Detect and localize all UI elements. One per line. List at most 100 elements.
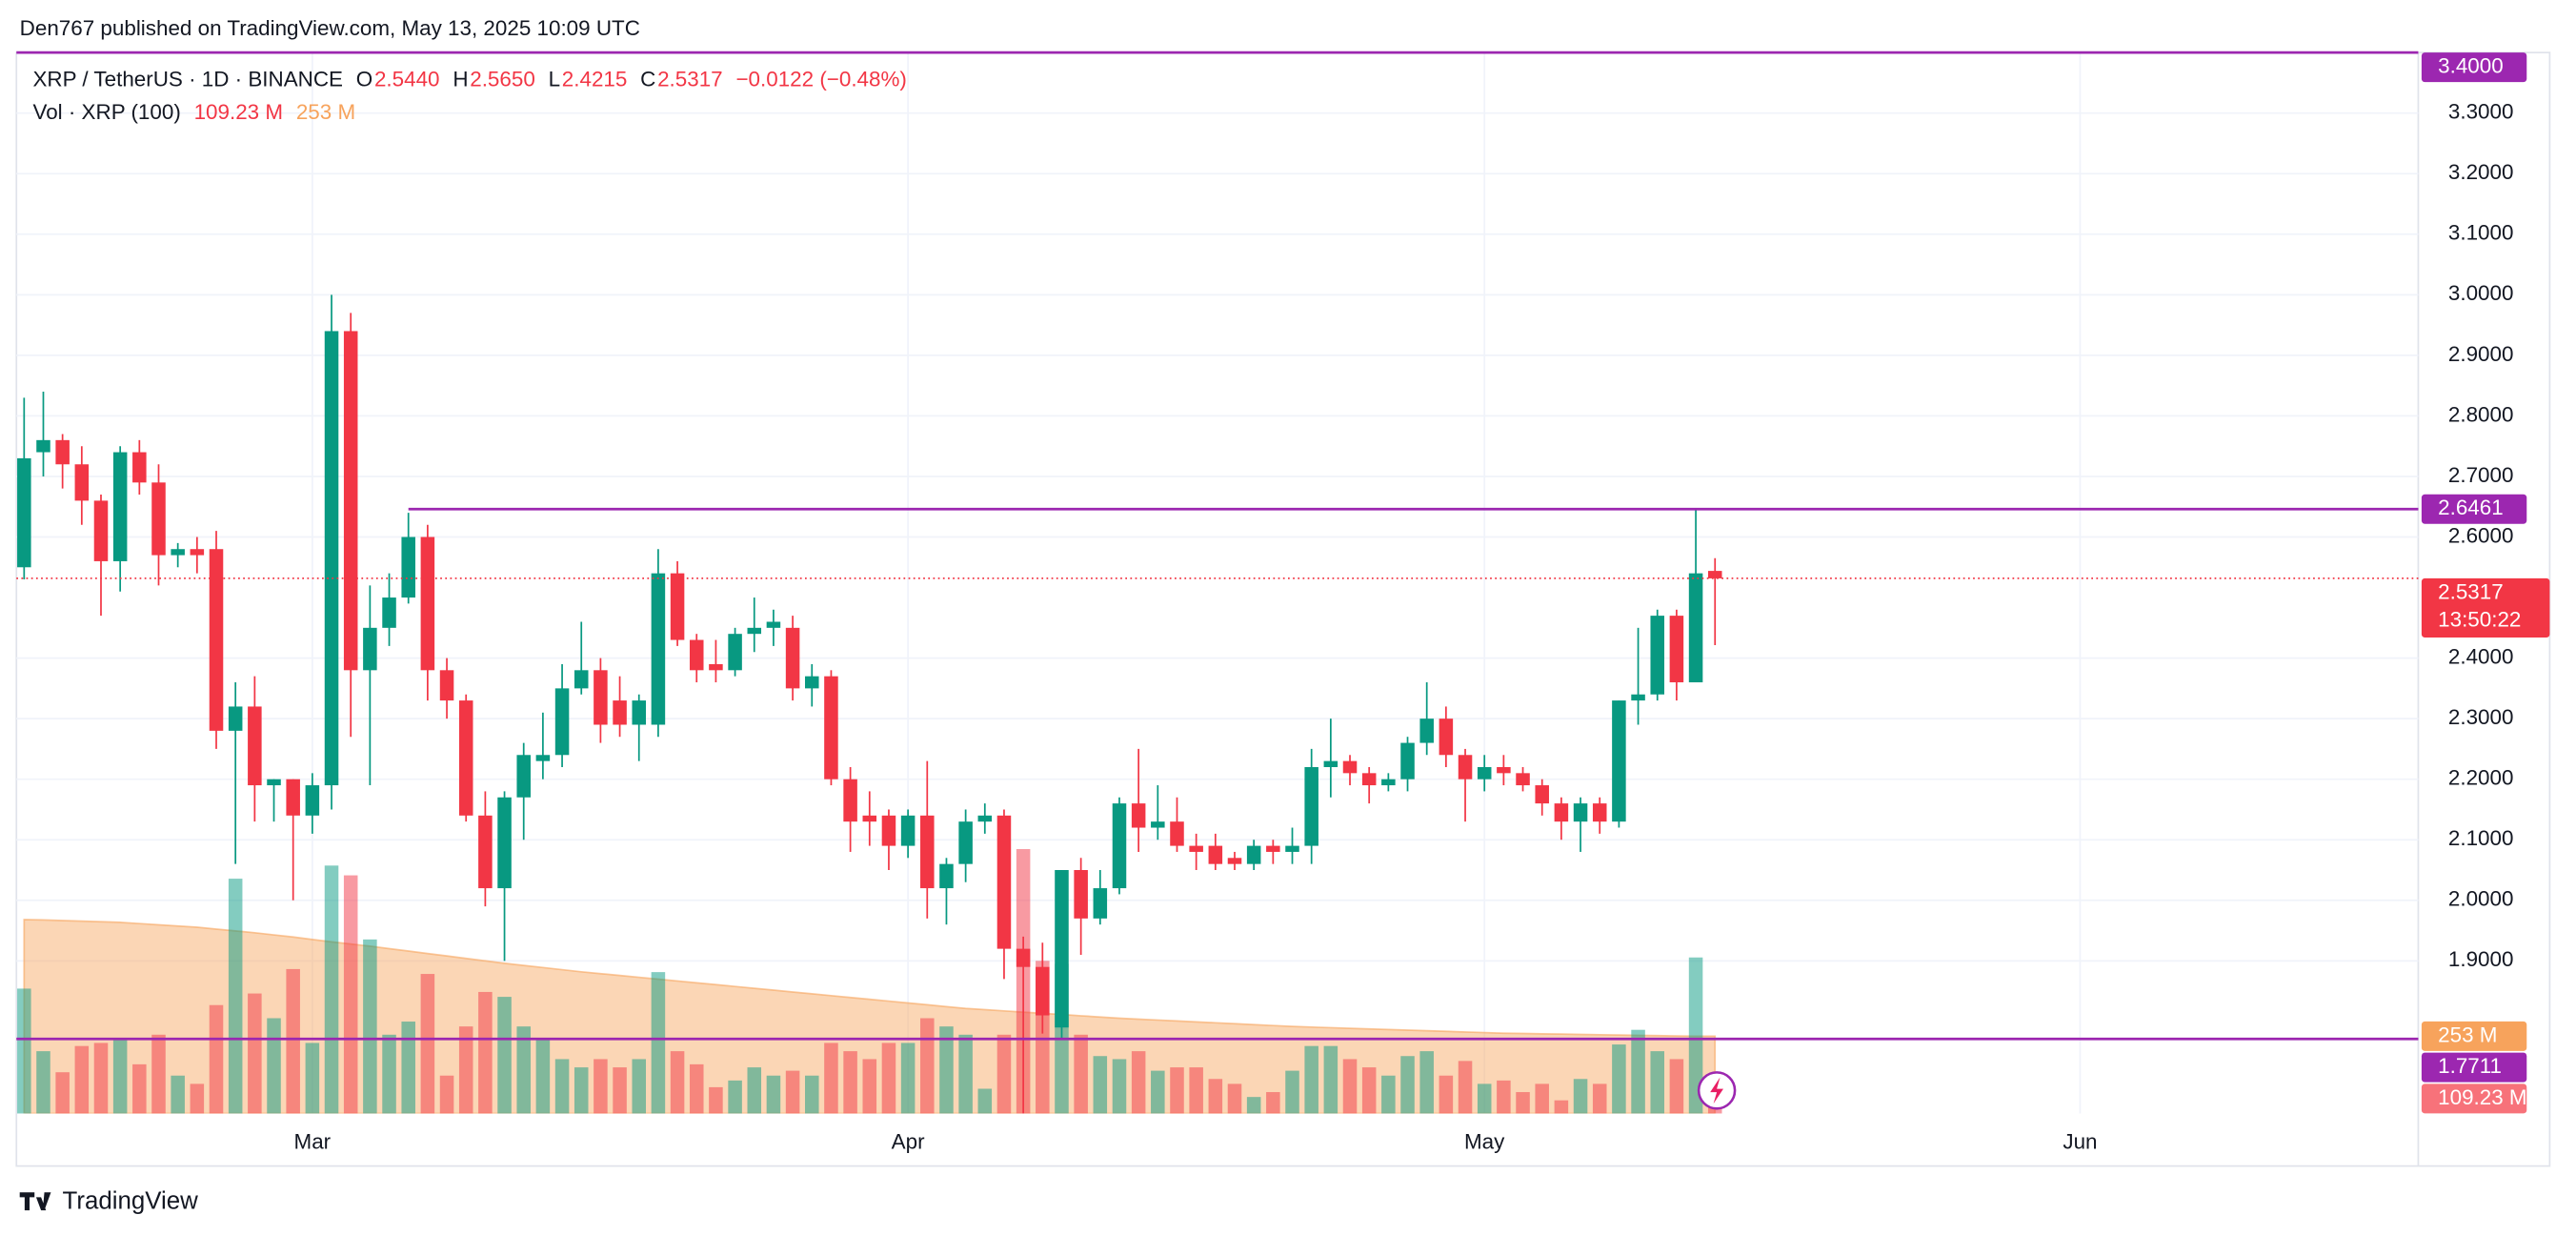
candle-body xyxy=(824,676,838,779)
volume-bar xyxy=(1612,1044,1626,1114)
volume-bar xyxy=(709,1086,723,1114)
candle-body xyxy=(996,815,1012,949)
volume-bar xyxy=(958,1034,973,1114)
candle-body xyxy=(1285,845,1299,852)
x-tick-label: Jun xyxy=(2063,1129,2097,1153)
candle-body xyxy=(1516,773,1530,786)
x-tick-label: Apr xyxy=(892,1129,925,1153)
volume-bar xyxy=(1323,1045,1338,1114)
volume-bar xyxy=(1112,1059,1127,1114)
candle-body xyxy=(1669,616,1684,683)
candle-body xyxy=(209,549,224,731)
candle-body xyxy=(1208,845,1223,864)
overlays: 3.4000 2.6461 2.5317 13:50:22 253 M 1.7711 109… xyxy=(16,51,2550,1114)
legend-ohlc-value: 2.5650 xyxy=(470,67,535,91)
candle-body xyxy=(728,634,742,671)
candle-body xyxy=(267,779,281,786)
replay-icon[interactable] xyxy=(1697,1071,1737,1110)
candle-body xyxy=(286,779,300,816)
volume-bar xyxy=(1516,1092,1530,1114)
y-tick-label: 3.3000 xyxy=(2448,100,2514,124)
candle-body xyxy=(228,706,243,731)
icon-bolt xyxy=(1710,1077,1723,1104)
x-tick-label: Mar xyxy=(294,1129,332,1153)
candle-body xyxy=(900,815,916,846)
y-tick-label: 2.2000 xyxy=(2448,766,2514,790)
volume-bar xyxy=(747,1067,762,1114)
x-tick-label: May xyxy=(1464,1129,1505,1153)
volume-bar xyxy=(17,988,31,1114)
candle-body xyxy=(862,815,877,822)
candle-body xyxy=(401,537,415,598)
candle-body xyxy=(1650,616,1664,695)
volume-bar xyxy=(363,939,377,1114)
y-tick-label: 2.4000 xyxy=(2448,645,2514,669)
volume-bar xyxy=(574,1067,589,1114)
volume-bar xyxy=(305,1043,320,1114)
candle-body xyxy=(1612,700,1626,822)
volume-bar xyxy=(324,865,339,1114)
candle-body xyxy=(939,863,954,889)
volume-bar xyxy=(267,1018,281,1114)
volume-bar xyxy=(1304,1045,1318,1114)
candle-body xyxy=(1170,821,1184,846)
candle-body xyxy=(324,331,339,786)
volume-bar xyxy=(1208,1079,1223,1114)
axis-label: 3.4000 xyxy=(2438,54,2504,78)
candle-body xyxy=(439,670,454,701)
volume-bar xyxy=(920,1018,935,1114)
candle-body xyxy=(1266,845,1280,852)
candle-body xyxy=(1688,573,1703,683)
candle-body xyxy=(1458,755,1473,779)
volume-bar xyxy=(535,1038,551,1114)
volume-bar xyxy=(190,1083,205,1114)
volume-bar xyxy=(824,1043,838,1114)
header: Den767 published on TradingView.com, May… xyxy=(20,16,640,40)
candle-body xyxy=(305,785,320,816)
volume-bar xyxy=(1650,1051,1664,1114)
volume-bar xyxy=(112,1039,128,1114)
axis-label-box xyxy=(2421,1021,2527,1051)
candle-body xyxy=(632,700,647,725)
volume-bar xyxy=(55,1072,70,1114)
volume-bar xyxy=(439,1075,454,1114)
candle-body xyxy=(805,676,819,689)
y-tick-label: 3.1000 xyxy=(2448,221,2514,245)
candle-body xyxy=(1055,870,1069,1028)
candle-body xyxy=(382,597,396,628)
legend-ohlc-value: 2.5440 xyxy=(374,67,440,91)
volume-bar xyxy=(1400,1056,1415,1114)
legend-ohlc-value: 2.5317 xyxy=(657,67,723,91)
axis-label-box xyxy=(2421,1083,2527,1114)
y-tick-label: 2.0000 xyxy=(2448,887,2514,911)
candle-body xyxy=(478,815,493,889)
volume-bar xyxy=(843,1051,857,1114)
candle-body xyxy=(977,815,993,822)
volume-bar xyxy=(151,1034,166,1114)
candle-body xyxy=(920,815,935,889)
volume-bar xyxy=(1554,1100,1569,1114)
volume-bar xyxy=(209,1004,224,1114)
volume-bar xyxy=(1170,1067,1184,1114)
axis-label-box xyxy=(2421,52,2527,83)
legend-volume: Vol · XRP (100) 109.23 M 253 M xyxy=(32,100,355,124)
volume-bar xyxy=(1342,1059,1358,1114)
candle-body xyxy=(1304,766,1318,846)
volume-bar xyxy=(805,1075,819,1114)
volume-bar xyxy=(516,1026,531,1114)
candle-body xyxy=(1246,845,1261,864)
y-tick-label: 2.8000 xyxy=(2448,402,2514,426)
legend-ohlc-key: H xyxy=(453,67,468,91)
volume-bar xyxy=(497,997,512,1114)
volume-bar xyxy=(382,1034,396,1114)
volume-bar xyxy=(689,1063,704,1114)
volume-bar xyxy=(1074,1034,1088,1114)
volume-bar xyxy=(1535,1083,1549,1114)
volume-bar xyxy=(1246,1097,1261,1114)
axis-label: 2.6461 xyxy=(2438,496,2504,519)
candle-body xyxy=(1707,571,1722,578)
legend-volume-value: 109.23 M xyxy=(194,100,283,124)
logo[interactable]: TradingView xyxy=(19,1187,198,1214)
